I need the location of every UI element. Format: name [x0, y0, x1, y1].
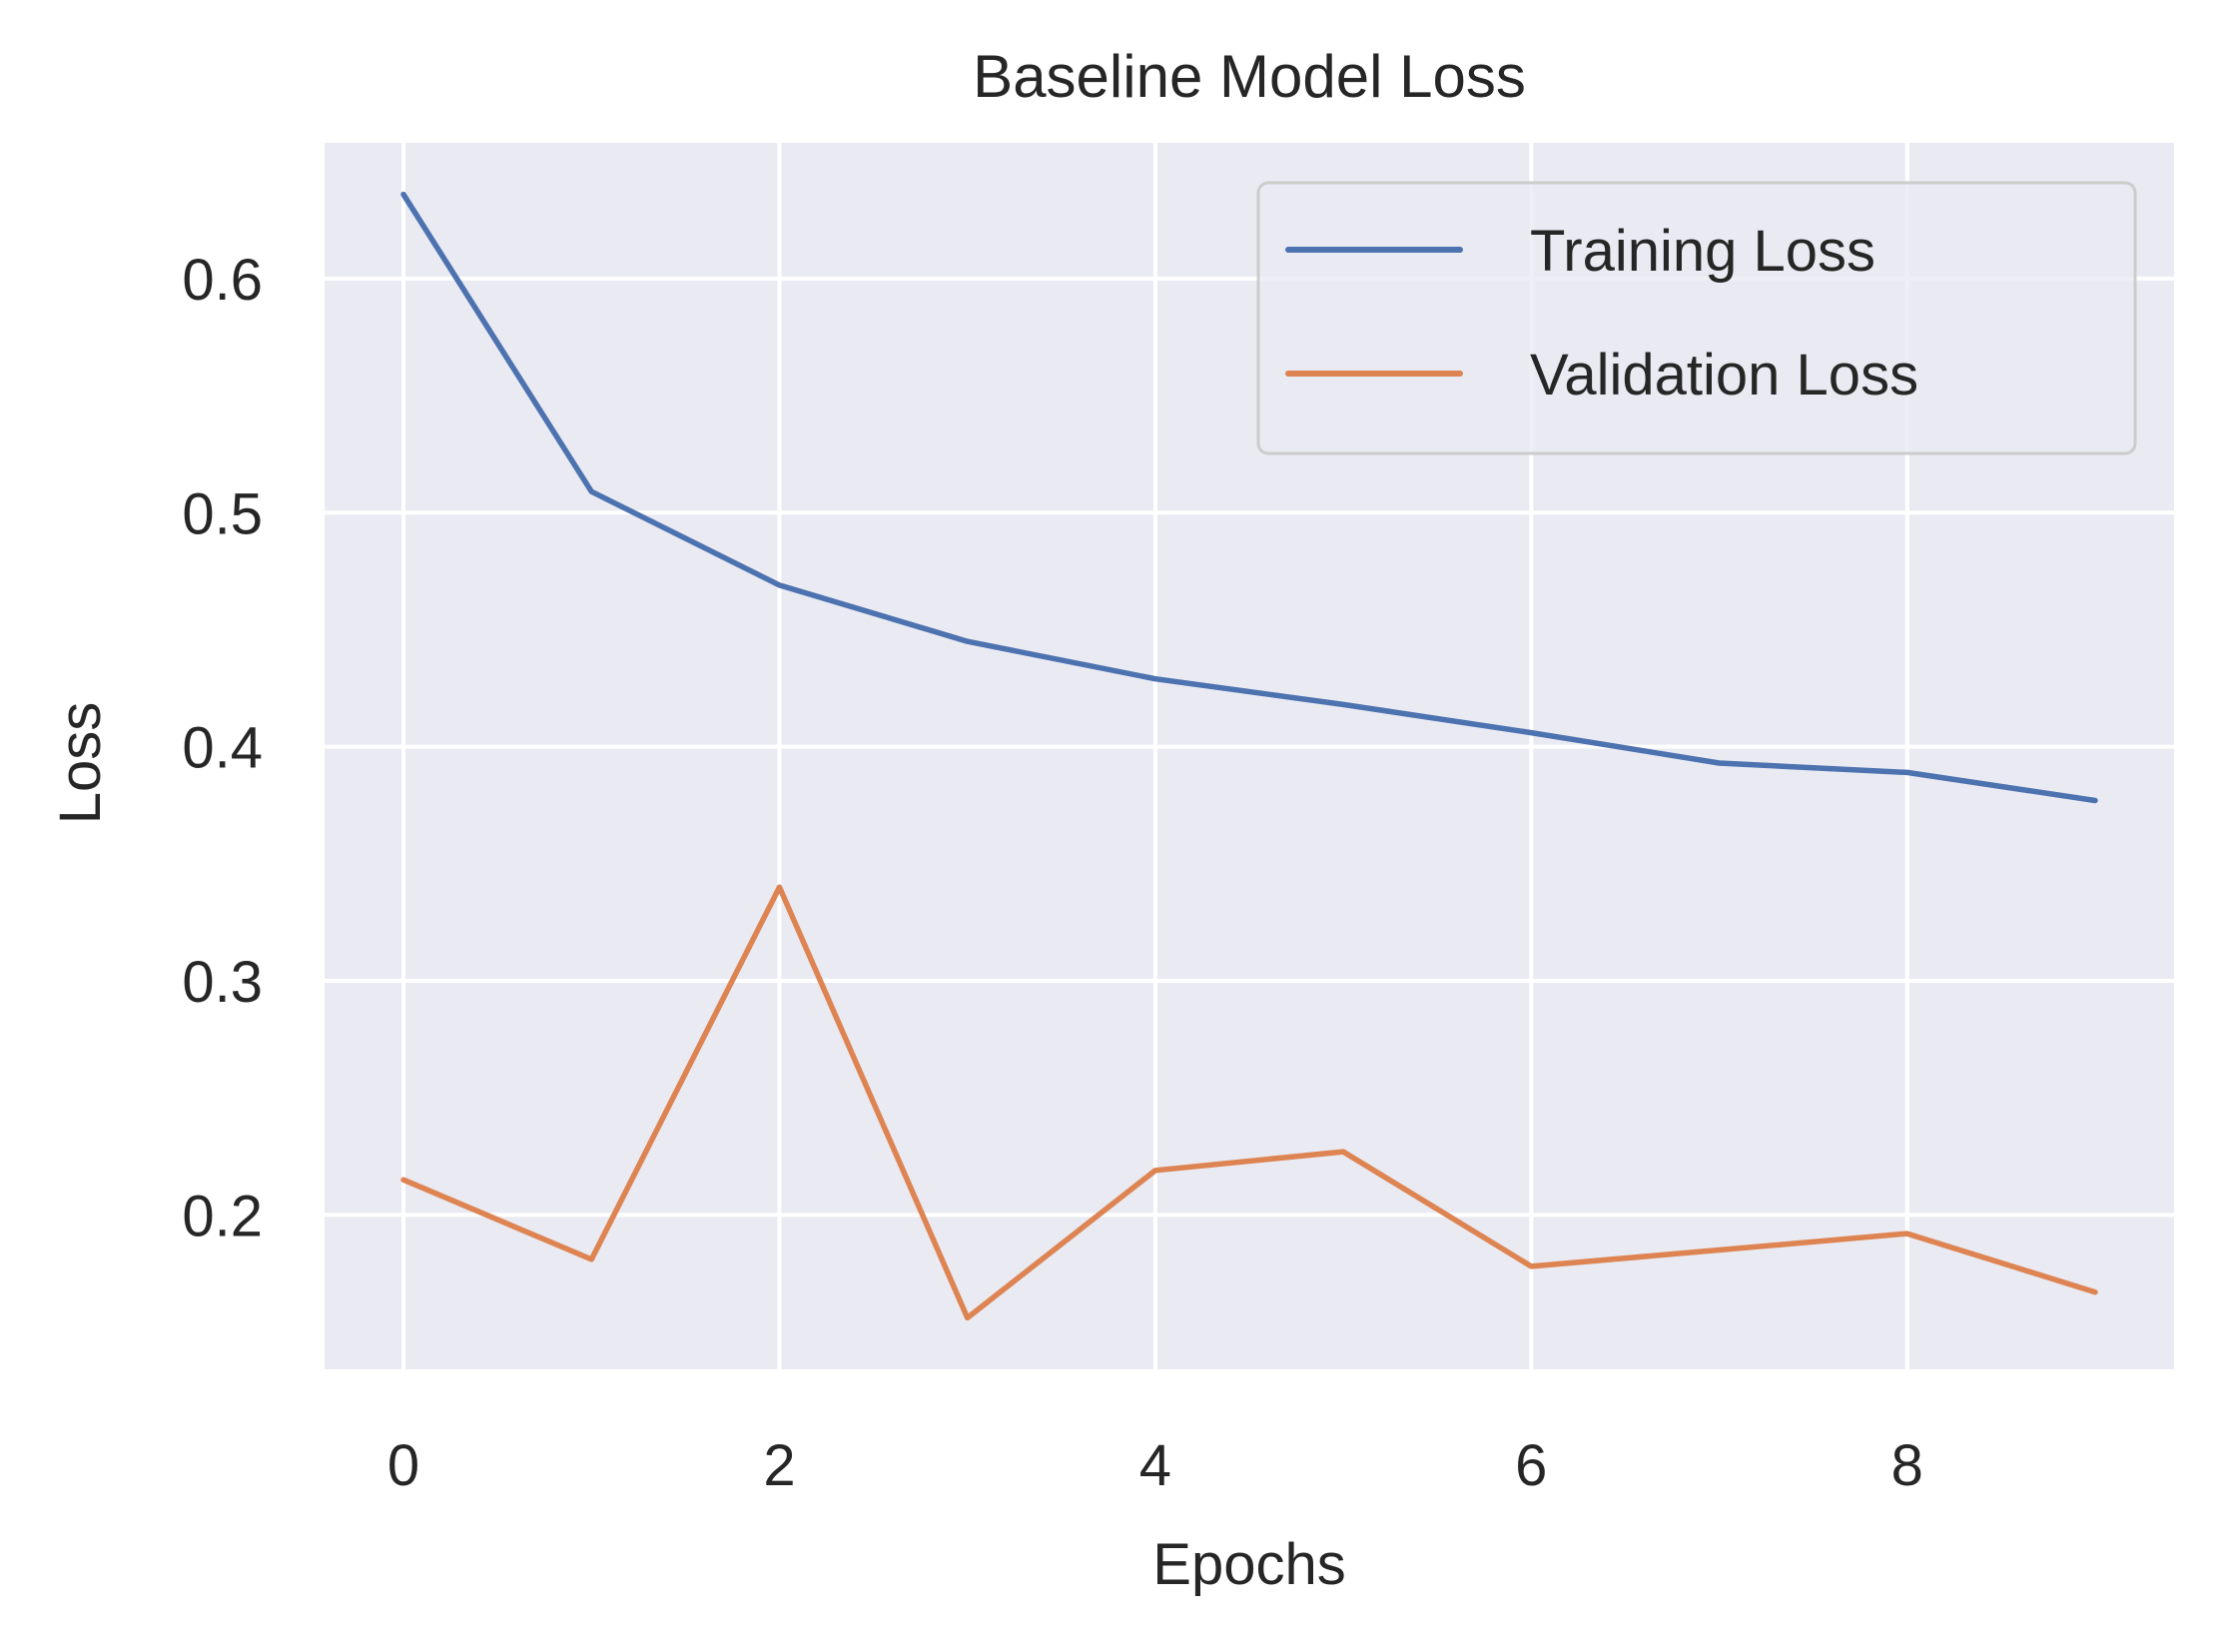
- y-tick-label: 0.3: [182, 950, 263, 1015]
- y-axis-label: Loss: [48, 702, 113, 825]
- series-line-validation-loss: [400, 884, 2098, 1321]
- y-tick-label: 0.6: [182, 248, 263, 313]
- x-tick-label: 6: [1515, 1433, 1547, 1498]
- legend-label-validation-loss: Validation Loss: [1530, 343, 1918, 408]
- legend-entries: Training Loss Validation Loss: [1285, 219, 1918, 408]
- tick-labels: 0 2 4 6 8 0.2 0.3 0.4 0.5 0.6: [182, 248, 1923, 1498]
- chart-title: Baseline Model Loss: [973, 43, 1526, 110]
- x-axis-label: Epochs: [1152, 1532, 1345, 1597]
- x-tick-label: 8: [1891, 1433, 1923, 1498]
- x-tick-label: 4: [1139, 1433, 1171, 1498]
- y-tick-label: 0.2: [182, 1184, 263, 1248]
- x-tick-label: 0: [387, 1433, 419, 1498]
- series-line-training-loss: [400, 191, 2098, 804]
- y-tick-label: 0.4: [182, 716, 263, 781]
- legend: Training Loss Validation Loss: [1256, 181, 2137, 455]
- legend-box: [1256, 181, 2137, 455]
- legend-label-training-loss: Training Loss: [1530, 219, 1875, 284]
- y-tick-label: 0.5: [182, 481, 263, 546]
- x-tick-label: 2: [763, 1433, 795, 1498]
- series-lines: [400, 191, 2098, 1321]
